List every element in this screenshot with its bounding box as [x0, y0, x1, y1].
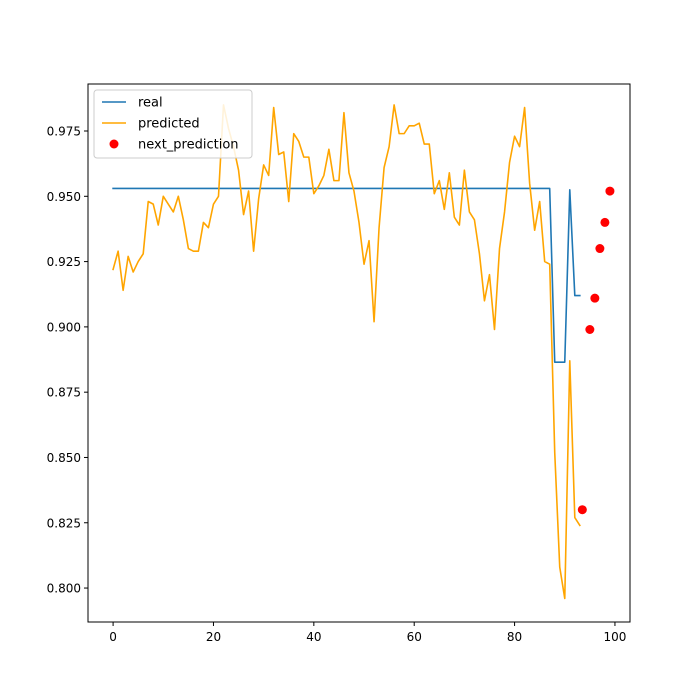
- x-tick-label: 40: [306, 630, 321, 644]
- y-tick-label: 0.975: [47, 125, 81, 139]
- legend-swatch-next-prediction: [109, 139, 119, 149]
- y-tick-label: 0.950: [47, 190, 81, 204]
- y-tick-label: 0.875: [47, 386, 81, 400]
- x-tick-label: 0: [109, 630, 117, 644]
- scatter-point-next-prediction-5: [605, 186, 615, 196]
- x-tick-label: 100: [603, 630, 626, 644]
- scatter-point-next-prediction-4: [600, 217, 610, 227]
- y-tick-label: 0.900: [47, 320, 81, 334]
- y-tick-label: 0.850: [47, 451, 81, 465]
- legend-label-predicted: predicted: [138, 117, 200, 132]
- scatter-point-next-prediction-2: [590, 293, 600, 303]
- legend: real predicted next_prediction: [93, 89, 253, 159]
- y-tick-label: 0.800: [47, 582, 81, 596]
- x-tick-label: 20: [206, 630, 221, 644]
- scatter-point-next-prediction-3: [595, 244, 605, 254]
- y-tick-label: 0.925: [47, 255, 81, 269]
- x-tick-label: 60: [407, 630, 422, 644]
- scatter-point-next-prediction-0: [577, 505, 587, 515]
- legend-label-real: real: [138, 96, 163, 111]
- y-axis: 0.800 0.825 0.850 0.875 0.900 0.925 0.950 0.975: [47, 125, 88, 596]
- scatter-point-next-prediction-1: [585, 324, 595, 334]
- series-line-real: [112, 187, 581, 363]
- y-tick-label: 0.825: [47, 516, 81, 530]
- legend-box: [93, 89, 253, 159]
- series-line-predicted: [112, 104, 581, 600]
- plot-area: [112, 104, 615, 600]
- x-axis: 0 20 40 60 80 100: [109, 622, 626, 644]
- legend-label-next-prediction: next_prediction: [138, 138, 239, 153]
- axes-frame: [87, 83, 631, 623]
- x-tick-label: 80: [507, 630, 522, 644]
